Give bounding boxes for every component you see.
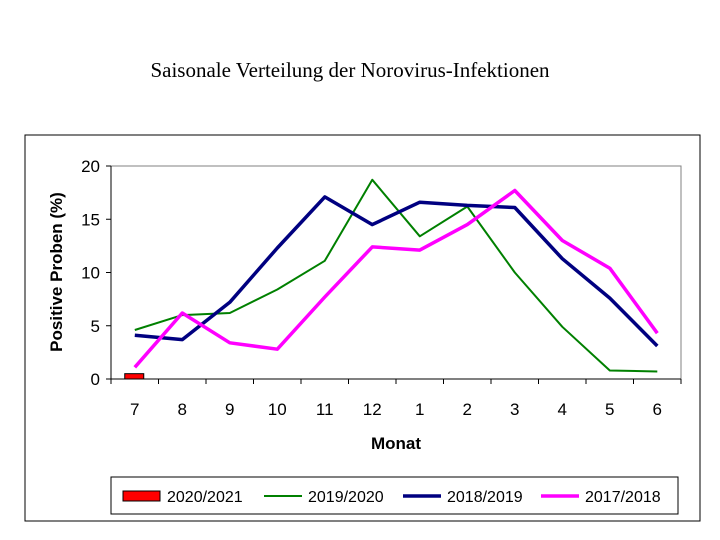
x-tick-label: 6 (653, 400, 662, 419)
series-bar (124, 373, 145, 380)
y-tick-label: 0 (91, 370, 100, 389)
plot-area (110, 165, 682, 380)
legend-label: 2017/2018 (585, 489, 661, 506)
x-tick-label: 7 (130, 400, 139, 419)
legend-swatch (122, 490, 161, 502)
x-tick-label: 5 (605, 400, 614, 419)
series-line (134, 195, 659, 348)
chart-title: Saisonale Verteilung der Norovirus-Infek… (150, 58, 550, 82)
x-axis: 7 8 9 10 11 12 1 2 3 4 5 6 (110, 378, 682, 419)
series-line (133, 188, 659, 369)
y-tick-label: 10 (81, 264, 100, 283)
legend-box (110, 476, 679, 515)
x-tick-label: 2 (463, 400, 472, 419)
x-axis-title: Monat (371, 434, 421, 453)
y-tick-label: 20 (81, 157, 100, 176)
y-axis: 0 5 10 15 20 (81, 157, 112, 389)
legend-label: 2018/2019 (447, 489, 523, 506)
y-tick-label: 5 (91, 317, 100, 336)
y-axis-title: Positive Proben (%) (47, 192, 66, 352)
x-tick-label: 4 (558, 400, 567, 419)
legend-label: 2019/2020 (308, 489, 384, 506)
legend-label: 2020/2021 (167, 489, 243, 506)
x-tick-label: 8 (178, 400, 187, 419)
x-tick-label: 9 (225, 400, 234, 419)
series-layer (124, 178, 659, 380)
x-tick-label: 3 (510, 400, 519, 419)
x-tick-label: 1 (415, 400, 424, 419)
x-tick-label: 10 (268, 400, 287, 419)
y-tick-label: 15 (81, 210, 100, 229)
x-tick-label: 11 (316, 400, 334, 419)
series-line (134, 178, 658, 373)
x-tick-label: 12 (363, 400, 382, 419)
legend: 2020/2021 2019/2020 2018/2019 2017/2018 (122, 489, 661, 506)
